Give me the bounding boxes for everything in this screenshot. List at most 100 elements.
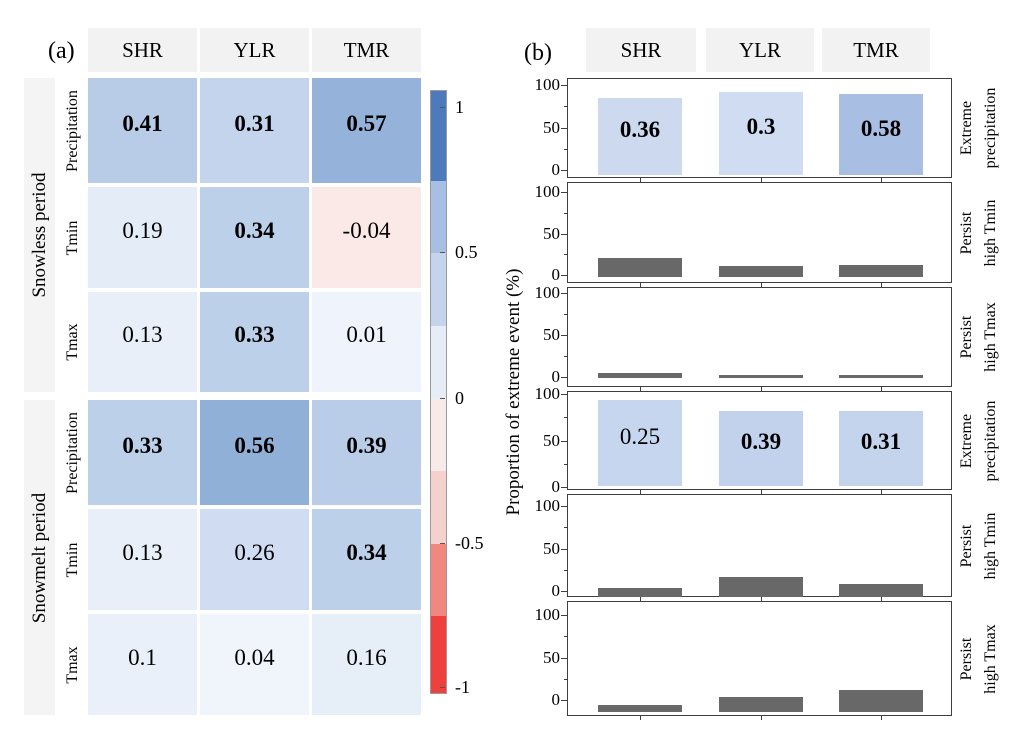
period-label: Snowless period [28, 172, 50, 298]
heatmap-cell-r5-c1: 0.13 [88, 509, 197, 610]
b-ytick-mark [564, 254, 567, 256]
panel-a-label: (a) [48, 38, 75, 64]
heatmap-cell-r1-c1: 0.41 [88, 78, 197, 183]
b-bar-value-label: 0.25 [619, 424, 661, 450]
b-bar-tmr-sub4 [839, 410, 923, 486]
colorbar-tick-mark [440, 687, 445, 688]
colorbar [430, 90, 447, 694]
period-label: Snowmelt period [28, 492, 50, 623]
row-label-tmin: Tmin [64, 542, 81, 577]
heatmap-cell-r2-c1: 0.19 [88, 187, 197, 288]
b-right-label-line1: Persist [958, 524, 975, 567]
b-bar-tmr-sub3 [839, 375, 923, 378]
b-ytick-label: 100 [534, 384, 561, 403]
b-xtick-mark [761, 490, 763, 494]
b-xtick-mark [640, 490, 642, 494]
b-xtick-mark [640, 178, 642, 182]
heatmap-cell-r6-c2: 0.04 [200, 614, 309, 715]
b-ytick-label: 50 [543, 223, 560, 243]
heatmap-cell-r2-c2: 0.34 [200, 187, 309, 288]
b-ytick-mark [564, 148, 567, 150]
colorbar-tick-label: 0.5 [455, 242, 478, 262]
b-right-label-line1: Extreme [958, 413, 975, 468]
colorbar-tick-label: -0.5 [455, 533, 484, 553]
heatmap-cell-r4-c3: 0.39 [312, 400, 421, 505]
b-ytick-label: 100 [534, 75, 561, 94]
b-xtick-mark [881, 716, 883, 720]
colorbar-segment [431, 326, 446, 399]
b-ytick-mark [561, 440, 567, 442]
colorbar-tick-mark [440, 543, 445, 544]
colorbar-tick-label: 1 [455, 97, 464, 117]
b-right-label-line2: high Tmin [982, 512, 999, 579]
b-bar-tmr-sub2 [839, 265, 923, 277]
b-bar-value-label: 0.31 [860, 429, 902, 455]
heatmap-cell-r2-c3: -0.04 [312, 187, 421, 288]
heatmap-cell-r4-c1: 0.33 [88, 400, 197, 505]
colorbar-segment [431, 544, 446, 616]
colorbar-tick-mark [440, 107, 445, 108]
heatmap-cell-r4-c2: 0.56 [200, 400, 309, 505]
b-ytick-mark [561, 293, 567, 295]
b-ytick-mark [564, 417, 567, 419]
b-ytick-mark [561, 192, 567, 194]
b-ytick-mark [564, 463, 567, 465]
colorbar-tick-mark [440, 252, 445, 253]
b-bar-shr-sub5 [598, 587, 682, 597]
b-bar-ylr-sub5 [719, 576, 803, 597]
b-bar-value-label: 0.58 [860, 115, 902, 141]
b-ytick-label: 50 [543, 117, 560, 137]
b-ytick-label: 100 [534, 496, 561, 515]
heatmap-cell-r6-c3: 0.16 [312, 614, 421, 715]
b-ytick-mark [564, 106, 567, 108]
b-xtick-mark [881, 178, 883, 182]
b-xtick-mark [761, 283, 763, 287]
b-ytick-mark [561, 394, 567, 396]
b-ytick-label: 100 [534, 605, 561, 624]
b-ytick-mark [564, 356, 567, 358]
b-right-label-line2: precipitation [982, 87, 999, 169]
b-bar-tmr-sub6 [839, 689, 923, 712]
b-ytick-label: 50 [543, 430, 560, 450]
period-band [24, 78, 55, 392]
colorbar-segment [431, 91, 446, 181]
b-xtick-mark [640, 283, 642, 287]
b-ytick-label: 0 [551, 690, 561, 709]
b-right-label-line2: high Tmin [982, 199, 999, 266]
b-right-label-line2: high Tmax [982, 302, 999, 372]
row-label-precipitation: Precipitation [64, 89, 81, 172]
b-right-label-line1: Persist [958, 315, 975, 359]
a-col-header-ylr: YLR [200, 28, 309, 72]
b-col-header-shr: SHR [586, 28, 696, 72]
b-ytick-mark [561, 657, 567, 659]
b-ytick-mark [561, 615, 567, 617]
b-ytick-mark [561, 487, 567, 489]
colorbar-segment [431, 253, 446, 326]
b-ytick-mark [561, 233, 567, 235]
b-subpanel-frame-3 [567, 287, 952, 387]
b-xtick-mark [640, 716, 642, 720]
a-col-header-tmr: TMR [312, 28, 421, 72]
b-ytick-label: 50 [543, 647, 560, 667]
b-ytick-label: 0 [551, 367, 561, 386]
colorbar-segment [431, 616, 446, 693]
b-bar-value-label: 0.39 [740, 429, 782, 455]
b-bar-ylr-sub2 [719, 266, 803, 277]
b-bar-ylr-sub6 [719, 696, 803, 712]
b-ytick-mark [561, 506, 567, 508]
heatmap-cell-r1-c3: 0.57 [312, 78, 421, 183]
b-ytick-mark [564, 314, 567, 316]
b-ytick-mark [561, 591, 567, 593]
b-ytick-label: 50 [543, 325, 560, 344]
heatmap-cell-r6-c1: 0.1 [88, 614, 197, 715]
b-bar-ylr-sub4 [719, 410, 803, 486]
a-col-header-shr: SHR [88, 28, 197, 72]
b-ytick-label: 100 [534, 283, 561, 302]
b-bar-tmr-sub5 [839, 584, 923, 597]
heatmap-cell-r1-c2: 0.31 [200, 78, 309, 183]
colorbar-tick-mark [440, 398, 445, 399]
b-right-label-line2: precipitation [982, 400, 999, 481]
b-ytick-mark [561, 548, 567, 550]
b-xtick-mark [881, 490, 883, 494]
